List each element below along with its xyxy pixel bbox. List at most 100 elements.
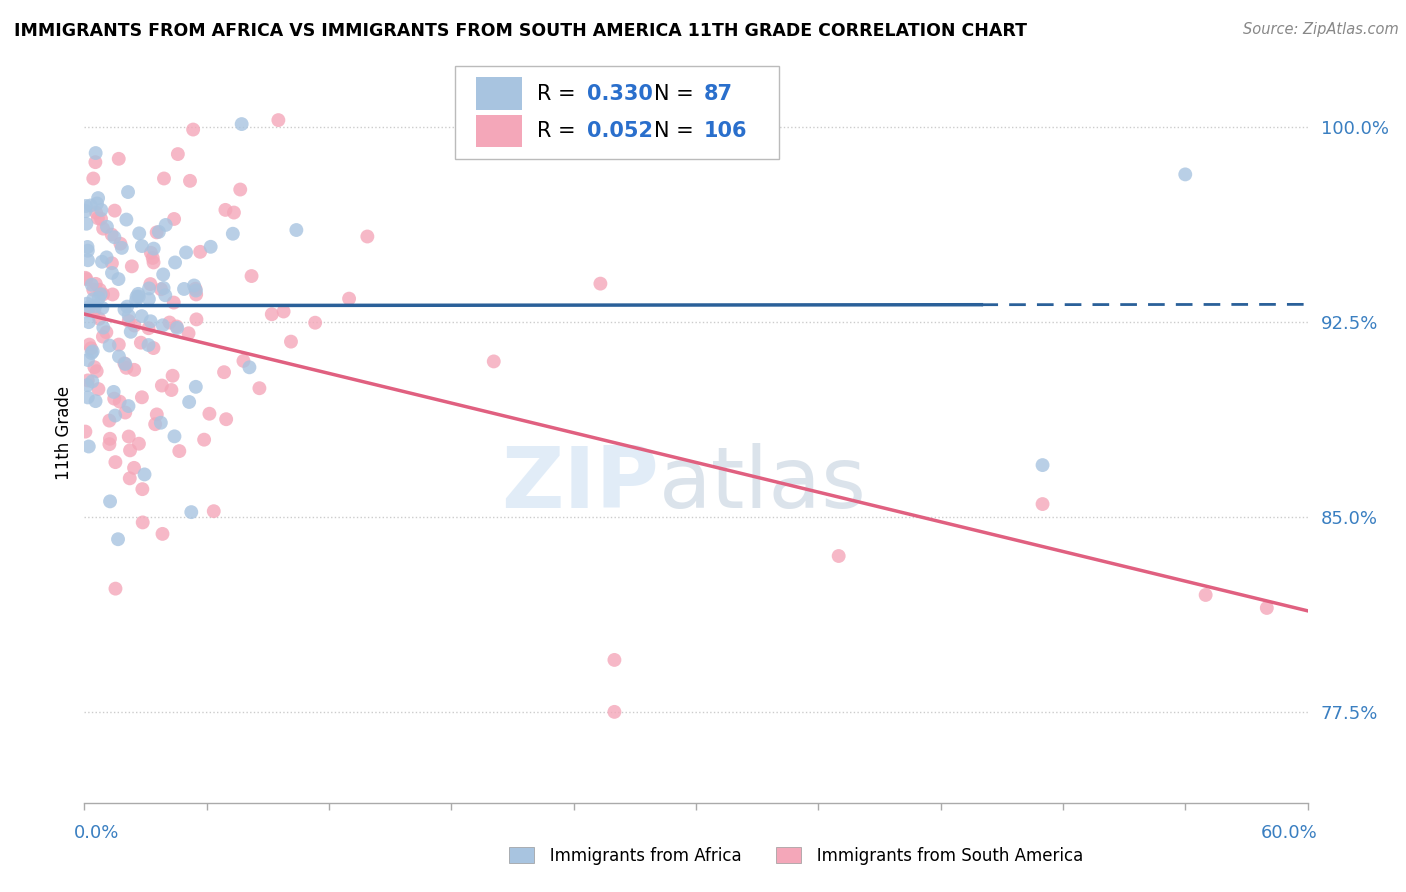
Point: [202, 504, 225, 518]
Point: [84, 146, 107, 161]
Point: [84, 277, 107, 291]
Point: [150, 378, 173, 392]
Point: [163, 211, 186, 226]
Text: Immigrants from South America: Immigrants from South America: [801, 847, 1084, 865]
Point: [82, 171, 104, 186]
Point: [162, 368, 184, 383]
Point: [114, 302, 136, 317]
Point: [229, 182, 252, 196]
Point: [139, 314, 162, 328]
Point: [108, 350, 131, 364]
Point: [83, 304, 105, 318]
Point: [103, 230, 125, 244]
Text: N =: N =: [654, 84, 695, 103]
Point: [107, 533, 129, 547]
Point: [174, 245, 197, 260]
Point: [267, 113, 290, 128]
Point: [98, 437, 121, 451]
Point: [80, 277, 103, 292]
Point: [146, 408, 169, 422]
Point: [131, 309, 153, 323]
Point: [76, 240, 98, 254]
Point: [138, 292, 160, 306]
Point: [152, 281, 174, 295]
Point: [152, 318, 174, 333]
Point: [134, 467, 156, 482]
Point: [77, 337, 100, 351]
Point: [188, 244, 211, 259]
Point: [104, 582, 127, 596]
FancyBboxPatch shape: [475, 115, 522, 147]
Point: [91, 287, 114, 301]
Point: [80, 341, 103, 355]
Text: ZIP: ZIP: [502, 443, 659, 526]
Point: [75, 199, 97, 213]
FancyBboxPatch shape: [475, 78, 522, 110]
Point: [84, 205, 107, 219]
Point: [89, 311, 111, 326]
Point: [82, 344, 104, 359]
Point: [98, 432, 121, 446]
Point: [82, 292, 104, 306]
Point: [87, 191, 110, 205]
Point: [1032, 497, 1054, 511]
Point: [82, 283, 104, 297]
Point: [139, 245, 162, 260]
Point: [118, 309, 141, 323]
Point: [103, 392, 125, 406]
Point: [96, 251, 118, 265]
Point: [186, 287, 208, 301]
Point: [87, 211, 110, 226]
Point: [110, 236, 132, 251]
Point: [163, 429, 186, 443]
Point: [280, 334, 302, 349]
Point: [77, 440, 100, 454]
Point: [222, 227, 245, 241]
Point: [129, 335, 152, 350]
Point: [84, 155, 107, 169]
Point: [77, 303, 100, 318]
Point: [108, 394, 131, 409]
Point: [76, 244, 98, 258]
Point: [75, 204, 97, 219]
Point: [179, 174, 201, 188]
Text: R =: R =: [537, 121, 575, 141]
Point: [77, 353, 100, 368]
Point: [75, 217, 97, 231]
Text: N =: N =: [654, 121, 695, 141]
Text: IMMIGRANTS FROM AFRICA VS IMMIGRANTS FROM SOUTH AMERICA 11TH GRADE CORRELATION C: IMMIGRANTS FROM AFRICA VS IMMIGRANTS FRO…: [14, 22, 1026, 40]
Point: [98, 414, 121, 428]
Point: [166, 321, 188, 335]
Point: [86, 364, 108, 378]
Point: [90, 202, 112, 217]
Point: [183, 278, 205, 293]
Point: [91, 301, 114, 315]
Point: [356, 229, 378, 244]
Point: [149, 416, 172, 430]
Point: [111, 241, 134, 255]
Point: [118, 429, 141, 443]
Point: [118, 443, 141, 458]
Point: [125, 290, 148, 304]
Point: [75, 425, 97, 439]
Point: [152, 268, 174, 282]
Point: [89, 283, 111, 297]
FancyBboxPatch shape: [509, 847, 534, 863]
Point: [1195, 588, 1218, 602]
Point: [166, 319, 188, 334]
Point: [179, 395, 201, 409]
Point: [1032, 458, 1054, 472]
Point: [1174, 168, 1197, 182]
Point: [77, 253, 100, 268]
Text: Immigrants from Africa: Immigrants from Africa: [534, 847, 742, 865]
Point: [91, 254, 114, 268]
Point: [155, 288, 177, 302]
Point: [98, 494, 121, 508]
Text: Source: ZipAtlas.com: Source: ZipAtlas.com: [1243, 22, 1399, 37]
Point: [150, 282, 173, 296]
Point: [107, 152, 129, 166]
Point: [337, 292, 360, 306]
Point: [90, 211, 112, 226]
Point: [184, 380, 207, 394]
Point: [115, 360, 138, 375]
